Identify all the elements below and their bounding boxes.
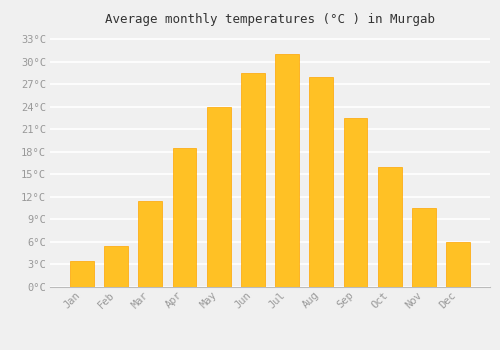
Bar	[241, 73, 265, 287]
Bar	[446, 242, 470, 287]
Bar	[275, 54, 299, 287]
Bar	[344, 118, 367, 287]
Bar	[70, 261, 94, 287]
Bar	[310, 77, 333, 287]
Bar	[172, 148, 197, 287]
Title: Average monthly temperatures (°C ) in Murgab: Average monthly temperatures (°C ) in Mu…	[105, 13, 435, 26]
Bar	[412, 208, 436, 287]
Bar	[138, 201, 162, 287]
Bar	[104, 246, 128, 287]
Bar	[378, 167, 402, 287]
Bar	[207, 107, 231, 287]
